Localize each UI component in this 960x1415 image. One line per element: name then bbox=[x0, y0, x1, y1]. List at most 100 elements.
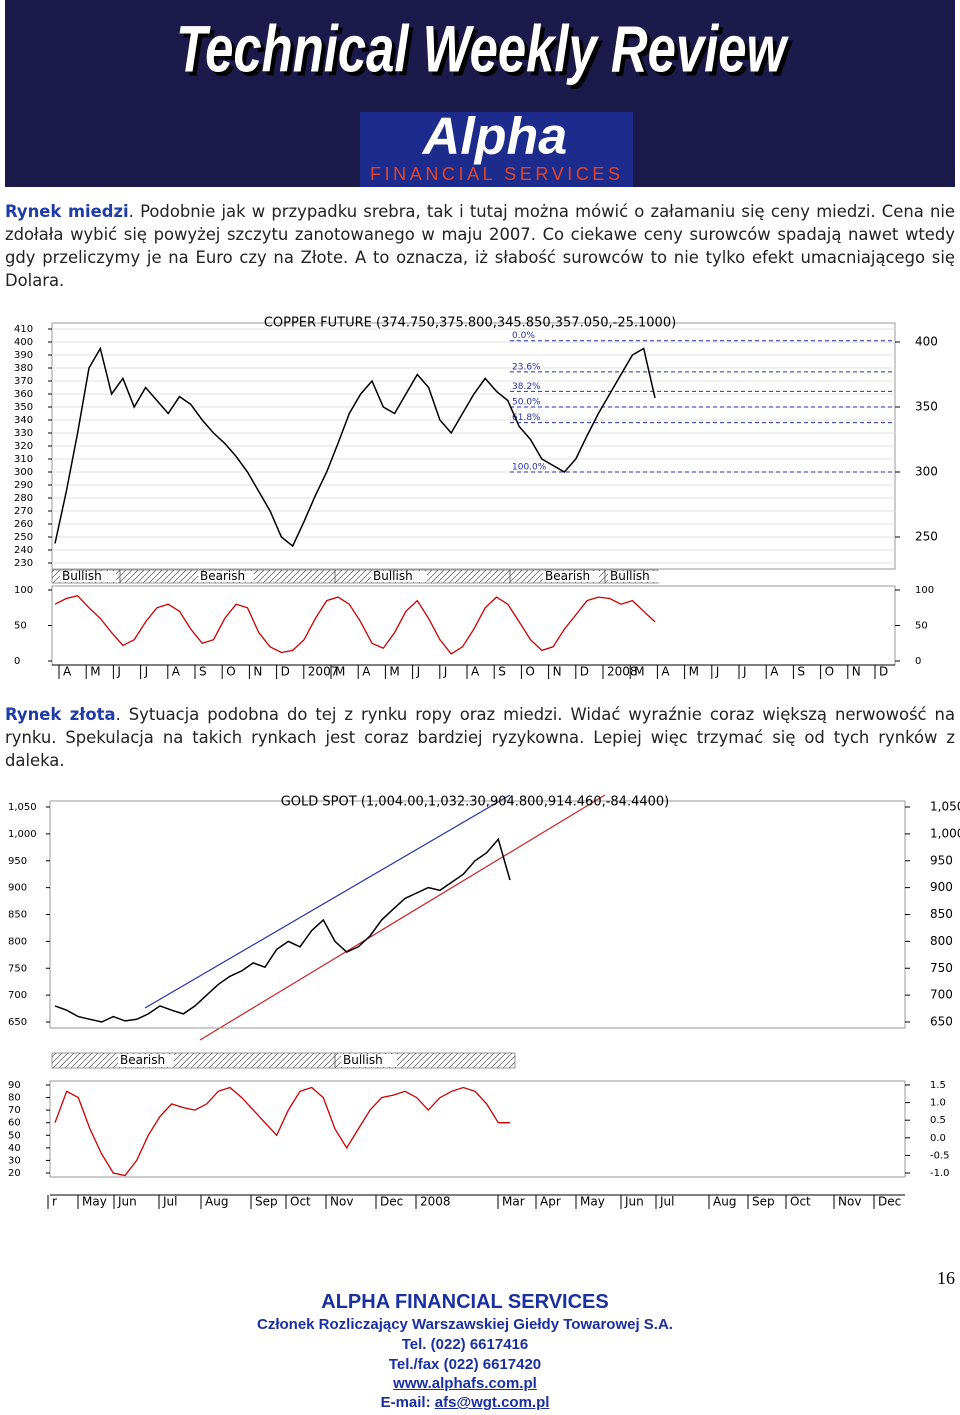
osc-y2-tick-label: 0 bbox=[915, 656, 921, 667]
y2-tick-label: 750 bbox=[930, 961, 953, 975]
x-tick-label: Oct bbox=[790, 1195, 811, 1209]
paragraph: Rynek miedzi. Podobnie jak w przypadku s… bbox=[5, 200, 955, 292]
x-tick-label: Sep bbox=[255, 1195, 278, 1209]
osc-y2-tick-label: 0.0 bbox=[930, 1133, 946, 1144]
x-tick-label: A bbox=[471, 665, 480, 679]
chart-title: GOLD SPOT (1,004.00,1,032.30,904.800,914… bbox=[281, 795, 670, 810]
osc-y2-tick-label: 0.5 bbox=[930, 1115, 946, 1126]
x-tick-label: D bbox=[281, 665, 290, 679]
x-tick-label: N bbox=[553, 665, 562, 679]
logo-box bbox=[360, 112, 633, 187]
x-tick-label: J bbox=[443, 665, 448, 679]
x-tick-label: Mar bbox=[502, 1195, 525, 1209]
y-tick-label: 650 bbox=[8, 1017, 27, 1028]
osc-tick-label: 30 bbox=[8, 1155, 21, 1166]
x-tick-label: May bbox=[82, 1195, 107, 1209]
oscillator-line bbox=[54, 594, 656, 655]
signal-label: Bullish bbox=[373, 569, 413, 583]
x-tick-label: O bbox=[226, 665, 235, 679]
osc-y2-tick-label: -1.0 bbox=[930, 1168, 950, 1179]
y2-tick-label: 250 bbox=[915, 530, 938, 544]
x-tick-label: 2008 bbox=[607, 665, 638, 679]
y2-tick-label: 1,000 bbox=[930, 826, 960, 840]
y2-tick-label: 650 bbox=[930, 1015, 953, 1029]
fax: Tel./fax (022) 6617420 bbox=[388, 1356, 542, 1373]
signal-bg bbox=[371, 571, 427, 582]
fib-label: 23.6% bbox=[512, 362, 541, 372]
x-tick-label: S bbox=[797, 665, 805, 679]
x-tick-label: Jun bbox=[117, 1195, 137, 1209]
x-tick-label: M bbox=[689, 665, 699, 679]
x-tick-label: S bbox=[199, 665, 207, 679]
signal-label: Bullish bbox=[610, 569, 650, 583]
fib-label: 38.2% bbox=[512, 382, 541, 392]
text: . Sytuacja podobna do tej z rynku ropy o… bbox=[5, 705, 955, 770]
x-tick-label: Aug bbox=[713, 1195, 736, 1209]
x-tick-label: D bbox=[879, 665, 888, 679]
y-tick-label: 280 bbox=[14, 493, 33, 504]
y2-tick-label: 800 bbox=[930, 934, 953, 948]
y-tick-label: 260 bbox=[14, 519, 33, 530]
y2-tick-label: 900 bbox=[930, 880, 953, 894]
osc-y2-tick-label: 50 bbox=[915, 621, 928, 632]
y-tick-label: 900 bbox=[8, 883, 27, 894]
osc-tick-label: 20 bbox=[8, 1168, 21, 1179]
y-tick-label: 800 bbox=[8, 936, 27, 947]
signal-bg bbox=[341, 1054, 397, 1067]
heading: Rynek złota bbox=[5, 705, 116, 724]
x-tick-label: J bbox=[416, 665, 421, 679]
logo-sub: FINANCIAL SERVICES bbox=[370, 164, 620, 184]
x-tick-label: O bbox=[525, 665, 534, 679]
y2-tick-label: 350 bbox=[915, 400, 938, 414]
x-tick-label: Jun bbox=[624, 1195, 644, 1209]
y-tick-label: 240 bbox=[14, 545, 33, 556]
www[interactable]: www.alphafs.com.pl bbox=[393, 1375, 537, 1392]
signal-bg bbox=[608, 571, 664, 582]
email-label: E-mail: bbox=[380, 1394, 435, 1411]
signal-label: Bearish bbox=[200, 569, 245, 583]
signal-label: Bearish bbox=[120, 1053, 165, 1067]
y2-tick-label: 850 bbox=[930, 907, 953, 921]
x-tick-label: Aug bbox=[205, 1195, 228, 1209]
signal-band bbox=[51, 1052, 336, 1069]
y-tick-label: 370 bbox=[14, 376, 33, 387]
signal-bg bbox=[118, 1054, 174, 1067]
y-tick-label: 390 bbox=[14, 350, 33, 361]
osc-tick-label: 90 bbox=[8, 1080, 21, 1091]
page-number: 16 bbox=[937, 1268, 955, 1288]
x-tick-label: J bbox=[116, 665, 121, 679]
y-tick-label: 330 bbox=[14, 428, 33, 439]
trend-channel bbox=[199, 794, 606, 1041]
x-tick-label: J bbox=[715, 665, 720, 679]
fib-label: 100.0% bbox=[512, 463, 547, 473]
y-tick-label: 850 bbox=[8, 910, 27, 921]
x-tick-label: Sep bbox=[752, 1195, 775, 1209]
y-tick-label: 310 bbox=[14, 454, 33, 465]
title-shadow: Technical Weekly Review bbox=[180, 15, 793, 89]
x-tick-label: N bbox=[852, 665, 861, 679]
header: Technical Weekly Review Technical Weekly… bbox=[5, 0, 955, 187]
email-link[interactable]: afs@wgt.com.pl bbox=[434, 1394, 550, 1411]
price-line bbox=[54, 346, 656, 548]
y-tick-label: 350 bbox=[14, 402, 33, 413]
y-tick-label: 320 bbox=[14, 441, 33, 452]
header-art: Technical Weekly Review Technical Weekly… bbox=[176, 11, 793, 187]
y-tick-label: 400 bbox=[14, 337, 33, 348]
x-tick-label: A bbox=[661, 665, 670, 679]
price-line bbox=[54, 837, 511, 1023]
osc-frame bbox=[49, 1080, 906, 1178]
fib-label: 61.8% bbox=[512, 413, 541, 423]
x-tick-label: M bbox=[90, 665, 100, 679]
x-tick-label: Apr bbox=[540, 1195, 561, 1209]
title: Technical Weekly Review bbox=[176, 11, 789, 85]
osc-tick-label: 60 bbox=[8, 1118, 21, 1129]
signal-label: Bearish bbox=[545, 569, 590, 583]
y-tick-label: 380 bbox=[14, 363, 33, 374]
price-frame bbox=[49, 800, 906, 1029]
x-tick-label: 2007 bbox=[308, 665, 339, 679]
trend-channel bbox=[144, 794, 511, 1009]
x-tick-label: May bbox=[580, 1195, 605, 1209]
email: E-mail: afs@wgt.com.pl bbox=[0, 1394, 930, 1411]
x-tick-label: 2008 bbox=[420, 1195, 451, 1209]
